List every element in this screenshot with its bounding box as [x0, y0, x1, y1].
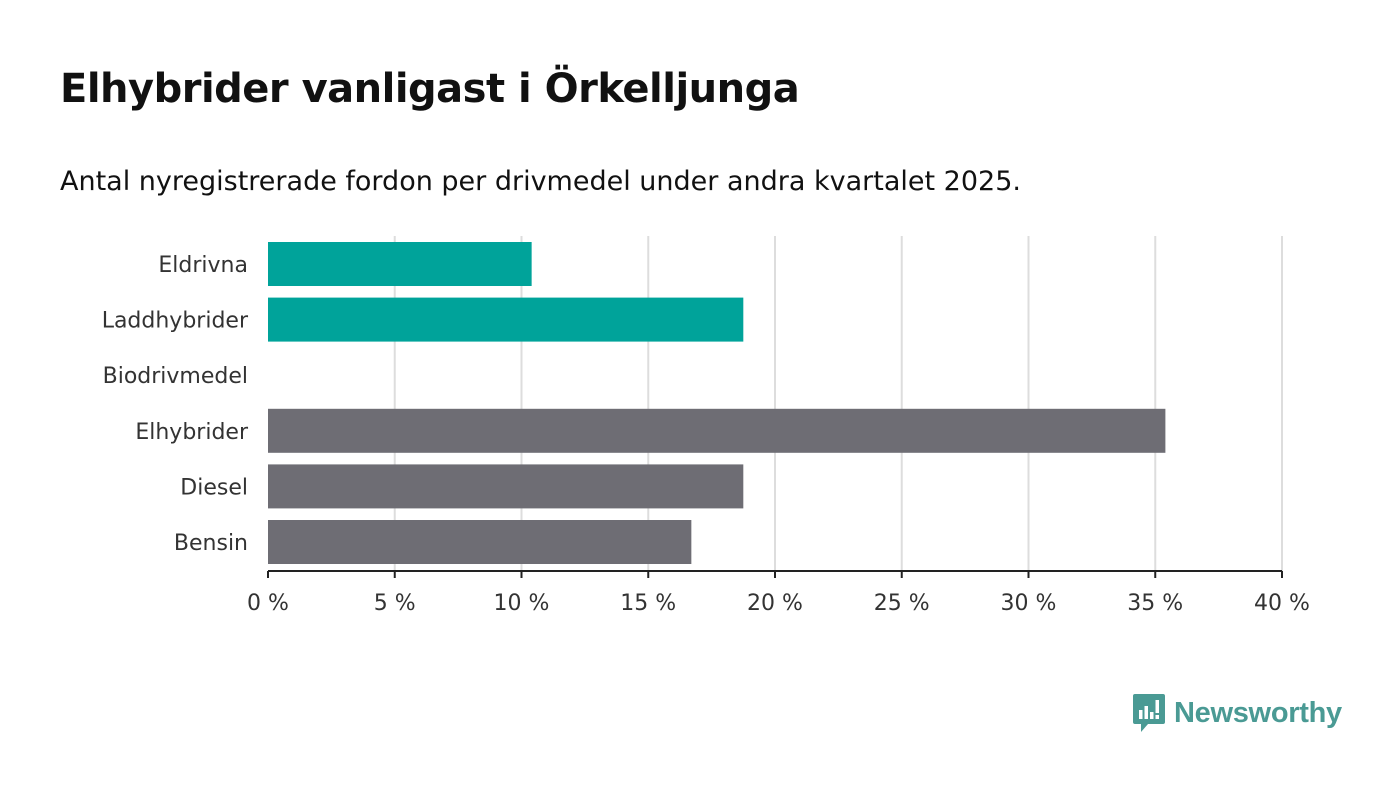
chart-title: Elhybrider vanligast i Örkelljunga — [60, 66, 800, 112]
brand-name: Newsworthy — [1174, 696, 1342, 729]
bar-diesel — [268, 464, 744, 509]
x-tick-label: 30 % — [1001, 591, 1057, 616]
category-label: Elhybrider — [135, 420, 249, 445]
bar-bensin — [268, 520, 692, 564]
bars — [268, 242, 1166, 564]
category-label: Diesel — [180, 475, 248, 500]
gridlines — [393, 236, 1283, 571]
category-label: Eldrivna — [158, 253, 248, 278]
x-tick-label: 35 % — [1127, 591, 1183, 616]
x-axis-tick-labels: 0 % 5 % 10 % 15 % 20 % 25 % 30 % 35 % 40 % — [247, 591, 1310, 616]
newsworthy-logo: Newsworthy — [1132, 692, 1342, 734]
x-axis-ticks — [267, 571, 1283, 578]
bar-laddhybrider — [268, 297, 744, 342]
chart-subtitle: Antal nyregistrerade fordon per drivmede… — [60, 166, 1021, 197]
category-label: Laddhybrider — [102, 309, 249, 334]
bar-elhybrider — [268, 408, 1166, 453]
bar-eldrivna — [268, 242, 532, 286]
category-label: Biodrivmedel — [103, 364, 248, 389]
x-tick-label: 25 % — [874, 591, 930, 616]
category-labels: Eldrivna Laddhybrider Biodrivmedel Elhybrid… — [102, 253, 249, 556]
x-tick-label: 15 % — [620, 591, 676, 616]
x-tick-label: 5 % — [374, 591, 416, 616]
newsworthy-logo-icon — [1133, 694, 1165, 732]
x-tick-label: 40 % — [1254, 591, 1310, 616]
x-tick-label: 10 % — [494, 591, 550, 616]
x-tick-label: 20 % — [747, 591, 803, 616]
category-label: Bensin — [174, 531, 248, 556]
x-tick-label: 0 % — [247, 591, 289, 616]
